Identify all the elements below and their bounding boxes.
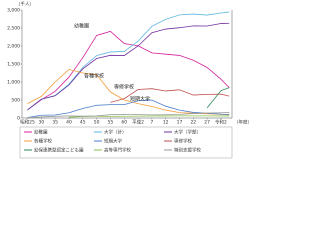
series-line [110,88,230,103]
legend-label: 幼保連携型認定こども園 [34,147,84,154]
chart: （千人） （年度） 0 500 1,000 1,500 2,000 2,500 3,000 昭… [0,0,280,160]
x-tick-label: 27 [204,120,210,126]
x-tick-label: 45 [80,120,86,126]
y-tick-label: 3,000 [7,8,20,14]
y-tick-label: 0 [17,116,20,122]
legend-label: 短期大学 [104,138,122,145]
y-tick-label: 1,500 [7,62,20,68]
x-tick-label: 22 [190,120,196,126]
x-tick-label: 7 [150,120,153,126]
legend-label: 幼稚園 [34,129,48,136]
x-axis-label: （年度） [234,119,252,126]
x-tick-label: 昭和25 [20,119,35,126]
x-tick-label: 17 [177,120,183,126]
legend-label: 高等専門学校 [104,147,131,154]
annotation: 各種学校 [84,73,104,80]
series-line [27,30,230,111]
annotation: 短期大学 [130,96,150,103]
series-line [27,11,230,111]
legend-label: 各種学校 [34,138,52,145]
series-line [27,112,230,118]
y-tick-label: 2,000 [7,44,20,50]
x-tick-label: 35 [52,120,58,126]
y-unit: （千人） [16,1,34,8]
annotation: 専修学校 [114,84,134,91]
x-tick-label: 60 [121,120,127,126]
legend-label: 専修学校 [174,138,192,145]
x-tick-label: 30 [38,120,44,126]
annotation: 幼稚園 [74,23,89,30]
x-tick-label: 40 [66,120,72,126]
x-tick-label: 50 [94,120,100,126]
x-tick-label: 平成2 [132,119,144,126]
series-line [206,87,230,109]
y-tick-label: 500 [11,98,20,104]
x-tick-label: 12 [163,120,169,126]
x-tick-label: 令和2 [215,119,227,126]
legend-box [19,126,233,159]
series-line [27,22,230,111]
background [0,0,280,160]
legend-label: 特別支援学校 [174,147,201,154]
y-tick-label: 2,500 [7,26,20,32]
series-line [27,99,230,118]
y-tick-label: 1,000 [7,80,20,86]
x-tick-label: 55 [108,120,114,126]
legend-label: 大学（計） [104,129,127,136]
legend-label: 大学（学部） [174,129,201,136]
